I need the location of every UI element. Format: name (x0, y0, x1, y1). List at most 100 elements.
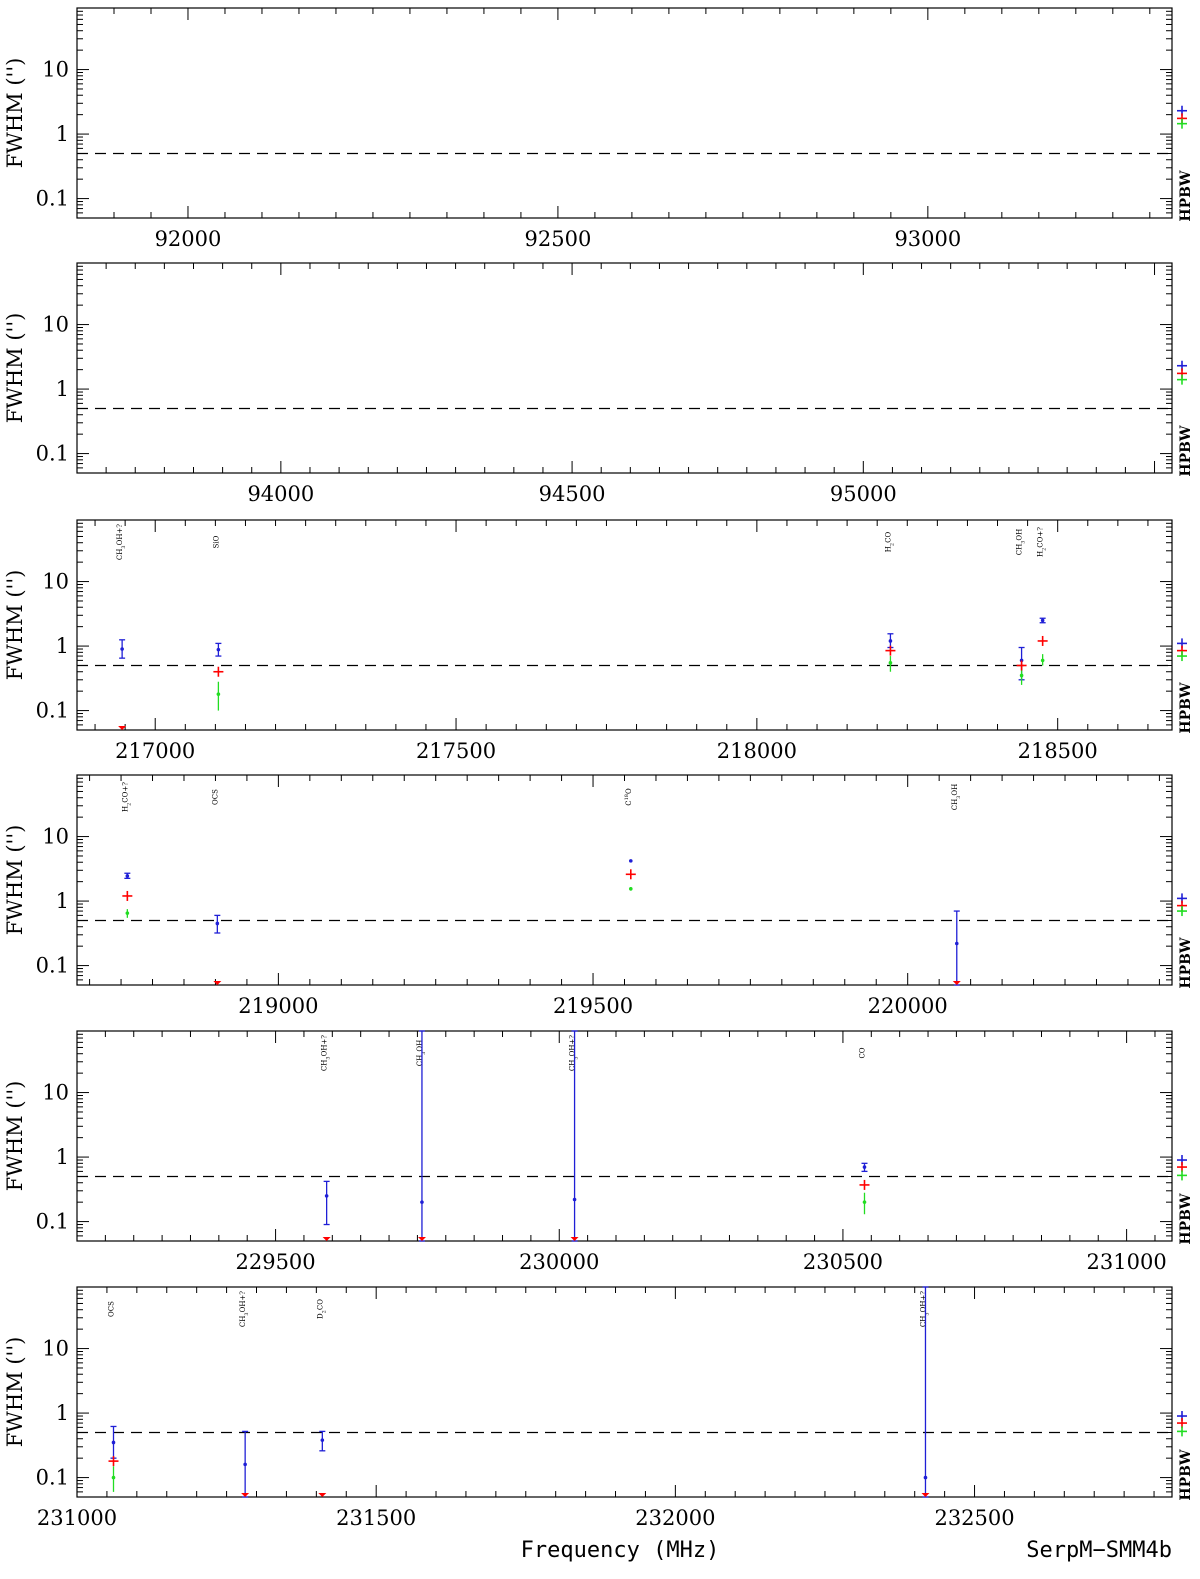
x-tick-label: 94500 (539, 482, 606, 506)
red-limit-marker (318, 1493, 327, 1497)
hpbw-markers (1177, 1411, 1187, 1437)
line-marker-2: CH3OH+? (239, 1291, 250, 1498)
line-label: H2CO (884, 532, 895, 553)
line-marker-4: CO (858, 1047, 870, 1215)
x-tick-label: 231500 (336, 1506, 416, 1530)
x-tick-label: 217000 (115, 739, 195, 763)
green-point (111, 1475, 116, 1480)
y-axis-title: FWHM ('') (3, 1081, 27, 1192)
y-tick-label: 1 (56, 1145, 69, 1169)
x-tick-label: 94000 (247, 482, 314, 506)
line-marker-5: H2CO+? (1037, 527, 1048, 666)
y-tick-label: 1 (56, 889, 69, 913)
x-tick-label: 219000 (238, 994, 318, 1018)
y-tick-label: 1 (56, 1401, 69, 1425)
panel-2: 94000 94500 95000 0.1 1 10 FWHM ('') HPBW (3, 262, 1194, 506)
blue-point (888, 639, 893, 643)
line-marker-4: CH3OH (1016, 529, 1027, 685)
green-point (888, 661, 893, 665)
blue-point (862, 1165, 867, 1169)
red-limit-marker (570, 1237, 579, 1241)
red-point (859, 1179, 870, 1190)
red-limit-marker (241, 1493, 250, 1497)
line-label: OCS (108, 1301, 116, 1317)
blue-point (111, 1440, 116, 1445)
y-tick-label: 10 (42, 825, 69, 849)
hpbw-label: HPBW (1178, 425, 1194, 477)
line-marker-2: SiO (212, 535, 224, 711)
plot-frame (76, 1286, 1173, 1498)
red-limit-marker (322, 1237, 331, 1241)
hpbw-label: HPBW (1178, 170, 1194, 222)
x-tick-label: 232000 (635, 1506, 715, 1530)
line-marker-2: OCS (211, 789, 222, 985)
y-tick-label: 1 (56, 377, 69, 401)
hpbw-label: HPBW (1178, 937, 1194, 989)
x-tick-label: 229500 (235, 1250, 315, 1274)
y-axis-title: FWHM ('') (3, 58, 27, 169)
y-tick-label: 1 (56, 122, 69, 146)
line-marker-3: H2CO (884, 532, 896, 672)
x-tick-label: 219500 (553, 994, 633, 1018)
x-tick-label: 92000 (155, 227, 222, 251)
line-label: CH3OH+? (239, 1291, 250, 1327)
x-tick-label: 230500 (803, 1250, 883, 1274)
line-label: H2CO+? (1037, 527, 1048, 557)
line-label: C18O (624, 788, 633, 806)
line-marker-3: CH3OH+? (569, 1030, 580, 1242)
red-point (1037, 635, 1048, 646)
plot-frame (76, 1030, 1173, 1242)
plot-frame (76, 7, 1173, 219)
y-tick-label: 10 (42, 58, 69, 82)
blue-point (243, 1462, 247, 1467)
blue-point (420, 1200, 424, 1204)
line-label: H2CO+? (121, 782, 132, 812)
panel-6: 231000 231500 232000 232500 0.1 1 10 FWHM ('') H… (3, 1286, 1194, 1530)
y-tick-label: 10 (42, 313, 69, 337)
line-label: CH3OH (951, 784, 962, 811)
red-limit-marker (952, 981, 961, 985)
hpbw-label: HPBW (1178, 1449, 1194, 1501)
x-tick-label: 95000 (830, 482, 897, 506)
x-tick-label: 231000 (1087, 1250, 1167, 1274)
blue-point (572, 1197, 577, 1202)
line-marker-2: CH3OH (416, 1030, 427, 1242)
line-marker-1: CH3OH+? (321, 1035, 332, 1241)
y-axis-title: FWHM ('') (3, 825, 27, 936)
x-tick-label: 230000 (519, 1250, 599, 1274)
hpbw-label: HPBW (1178, 1193, 1194, 1245)
red-limit-marker (417, 1237, 426, 1241)
line-marker-1: CH3OH+? (116, 524, 127, 730)
y-tick-label: 10 (42, 570, 69, 594)
blue-point (1040, 618, 1045, 623)
y-tick-label: 0.1 (36, 699, 69, 723)
x-tick-label: 218000 (717, 739, 797, 763)
x-tick-label: 217500 (416, 739, 496, 763)
hpbw-markers (1177, 1155, 1187, 1181)
y-axis-title: FWHM ('') (3, 313, 27, 424)
x-tick-label: 231000 (37, 1506, 117, 1530)
x-tick-label: 93000 (894, 227, 961, 251)
hpbw-green-marker (1177, 1426, 1187, 1437)
line-label: CH3OH+? (919, 1291, 930, 1327)
green-point (1019, 673, 1024, 678)
blue-point (215, 921, 220, 926)
red-point (1016, 660, 1027, 671)
panel-4: 219000 219500 220000 0.1 1 10 FWHM ('') HPBW H2C… (3, 774, 1194, 1018)
line-label: OCS (211, 789, 219, 805)
panel-3: 217000 217500 218000 218500 0.1 1 10 FWHM ('') H… (3, 519, 1194, 763)
hpbw-markers (1177, 105, 1187, 129)
line-label: CH3OH (1016, 529, 1027, 556)
y-tick-label: 0.1 (36, 187, 69, 211)
red-point (122, 890, 133, 901)
y-tick-label: 0.1 (36, 1466, 69, 1490)
green-point (1040, 658, 1045, 663)
line-marker-3: C18O (624, 788, 636, 891)
hpbw-green-marker (1177, 651, 1187, 662)
line-marker-1: OCS (108, 1301, 119, 1492)
x-tick-label: 92500 (525, 227, 592, 251)
y-tick-label: 10 (42, 1337, 69, 1361)
blue-point (923, 1475, 928, 1480)
